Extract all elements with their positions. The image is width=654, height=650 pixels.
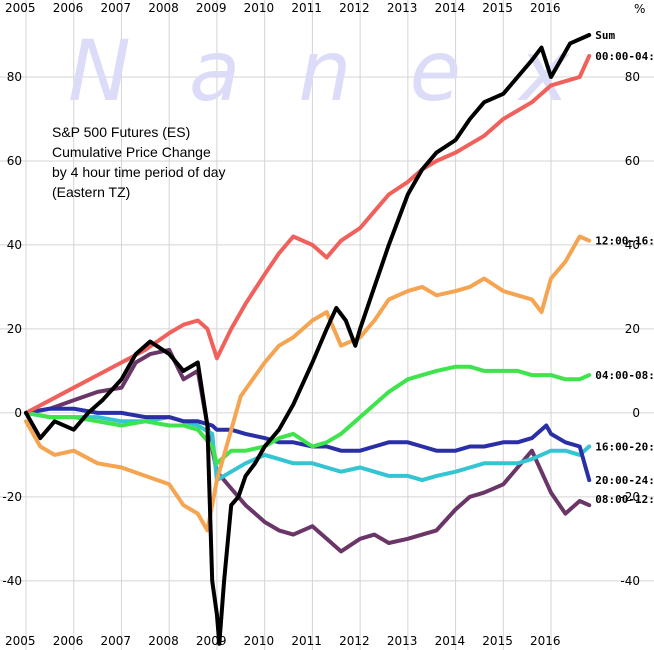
label-layer: Sum 00:00-04:00 12:00-16:00 04:00-08:00 16:0… (595, 29, 654, 506)
y-tick-left--40: -40 (2, 574, 22, 588)
tick-layer: 2005 2005 2006 2006 2007 2007 2008 2008 2009 2009… (2, 1, 640, 648)
x-tick-top-2007: 2007 (100, 1, 131, 15)
chart-annotation: S&P 500 Futures (ES) Cumulative Price Ch… (52, 124, 226, 200)
annotation-line-3: by 4 hour time period of day (52, 164, 226, 180)
x-tick-top-2012: 2012 (339, 1, 370, 15)
unit-label: % (634, 2, 645, 16)
y-tick-left-40: 40 (7, 238, 22, 252)
x-tick-bottom-2016: 2016 (530, 634, 561, 648)
x-tick-bottom-2010: 2010 (244, 634, 275, 648)
series-line-sum (24, 33, 592, 646)
y-tick-left--20: -20 (2, 490, 22, 504)
x-tick-top-2010: 2010 (244, 1, 275, 15)
x-tick-top-2006: 2006 (53, 1, 84, 15)
series-line-08-00-12-00 (24, 347, 592, 554)
x-tick-top-2015: 2015 (482, 1, 513, 15)
x-tick-bottom-2013: 2013 (387, 634, 418, 648)
y-tick-left-80: 80 (7, 70, 22, 84)
y-tick-right-20: 20 (625, 322, 640, 336)
y-tick-right-0: 0 (632, 406, 640, 420)
x-tick-bottom-2015: 2015 (482, 634, 513, 648)
x-tick-bottom-2014: 2014 (435, 634, 466, 648)
x-tick-top-2009: 2009 (196, 1, 227, 15)
y-tick-left-0: 0 (14, 406, 22, 420)
x-tick-bottom-2005: 2005 (5, 634, 36, 648)
annotation-line-1: S&P 500 Futures (ES) (52, 124, 190, 140)
x-tick-top-2008: 2008 (148, 1, 179, 15)
end-label-00-00-04-00: 00:00-04:00 (595, 50, 654, 63)
y-tick-right--20: -20 (620, 490, 640, 504)
y-tick-right-60: 60 (625, 154, 640, 168)
end-label-04-00-08-00: 04:00-08:00 (595, 369, 654, 382)
series-line-00-00-04-00 (24, 54, 592, 415)
y-tick-right-40: 40 (625, 238, 640, 252)
end-label-sum: Sum (595, 29, 615, 42)
x-tick-top-2011: 2011 (291, 1, 322, 15)
x-tick-bottom-2012: 2012 (339, 634, 370, 648)
x-tick-top-2013: 2013 (387, 1, 418, 15)
series-line-04-00-08-00 (24, 364, 592, 466)
end-label-12-00-16-00: 12:00-16:00 (595, 235, 654, 248)
x-tick-bottom-2006: 2006 (53, 634, 84, 648)
series-layer (24, 33, 592, 646)
x-tick-bottom-2008: 2008 (148, 634, 179, 648)
y-tick-right-80: 80 (625, 70, 640, 84)
x-tick-bottom-2011: 2011 (291, 634, 322, 648)
series-line-16-00-20-00 (24, 406, 592, 483)
annotation-line-2: Cumulative Price Change (52, 144, 211, 160)
y-tick-left-20: 20 (7, 322, 22, 336)
series-line-12-00-16-00 (24, 234, 592, 533)
x-tick-top-2005: 2005 (5, 1, 36, 15)
watermark: Nanex (68, 22, 627, 120)
x-tick-top-2016: 2016 (530, 1, 561, 15)
y-tick-right--40: -40 (620, 574, 640, 588)
y-tick-left-60: 60 (7, 154, 22, 168)
x-tick-bottom-2009: 2009 (196, 634, 227, 648)
end-label-16-00-20-00: 16:00-20:00 (595, 440, 654, 453)
annotation-line-4: (Eastern TZ) (52, 184, 130, 200)
end-label-08-00-12-00: 08:00-12:00 (595, 493, 654, 506)
x-tick-top-2014: 2014 (435, 1, 466, 15)
end-label-20-00-24-00: 20:00-24:00 (595, 474, 654, 487)
x-tick-bottom-2007: 2007 (100, 634, 131, 648)
